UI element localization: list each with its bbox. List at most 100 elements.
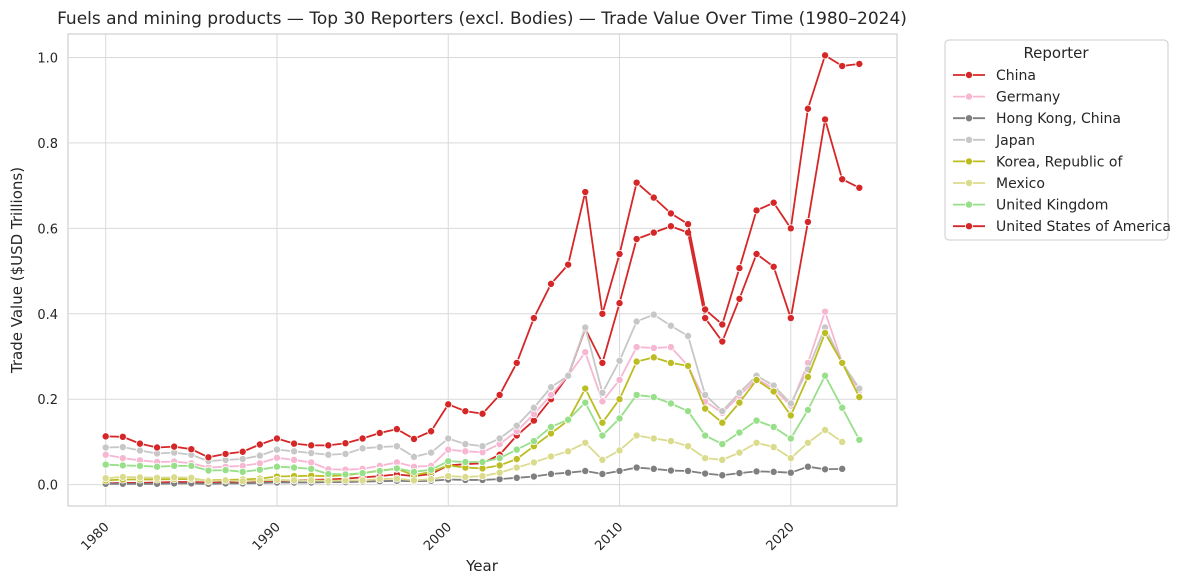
- data-point: [427, 465, 436, 474]
- y-tick-label: 0.4: [37, 308, 58, 323]
- data-point: [718, 455, 727, 464]
- data-point: [135, 446, 144, 455]
- data-point: [272, 445, 281, 454]
- x-axis-label: Year: [465, 557, 499, 575]
- data-point: [581, 348, 590, 357]
- data-point: [598, 455, 607, 464]
- data-point: [598, 469, 607, 478]
- legend-title: Reporter: [1023, 44, 1089, 62]
- data-point: [718, 418, 727, 427]
- data-point: [272, 462, 281, 471]
- legend-swatch-marker: [965, 157, 974, 166]
- data-point: [290, 455, 299, 464]
- legend-item: China: [953, 68, 1036, 84]
- data-point: [632, 178, 641, 187]
- series: [101, 310, 864, 466]
- data-point: [324, 469, 333, 478]
- data-point: [786, 434, 795, 443]
- data-point: [752, 467, 761, 476]
- data-point: [204, 477, 213, 486]
- y-tick-label: 0.2: [37, 393, 58, 408]
- data-point: [803, 373, 812, 382]
- data-point: [307, 449, 316, 458]
- data-point: [255, 476, 264, 485]
- legend-swatch-marker: [965, 200, 974, 209]
- data-point: [238, 447, 247, 456]
- data-point: [547, 279, 556, 288]
- data-point: [701, 314, 710, 323]
- data-point: [838, 437, 847, 446]
- legend-label: Hong Kong, China: [996, 111, 1121, 127]
- data-point: [512, 421, 521, 430]
- data-point: [769, 198, 778, 207]
- data-point: [101, 474, 110, 483]
- data-point: [358, 434, 367, 443]
- data-point: [392, 474, 401, 483]
- data-point: [221, 476, 230, 485]
- legend-swatch-marker: [965, 135, 974, 144]
- y-axis-label: Trade Value ($USD Trillions): [8, 167, 26, 374]
- data-point: [666, 466, 675, 475]
- data-point: [701, 469, 710, 478]
- series: [101, 371, 864, 479]
- data-point: [118, 432, 127, 441]
- data-point: [238, 455, 247, 464]
- data-point: [170, 442, 179, 451]
- data-point: [701, 431, 710, 440]
- data-point: [529, 403, 538, 412]
- data-point: [581, 323, 590, 332]
- data-point: [272, 453, 281, 462]
- data-point: [547, 452, 556, 461]
- data-point: [564, 415, 573, 424]
- data-point: [153, 473, 162, 482]
- data-point: [529, 437, 538, 446]
- y-tick-label: 1.0: [37, 51, 58, 66]
- data-point: [375, 428, 384, 437]
- data-point: [307, 441, 316, 450]
- legend-label: United States of America: [996, 219, 1171, 235]
- data-point: [461, 407, 470, 416]
- data-point: [495, 434, 504, 443]
- data-point: [855, 59, 864, 68]
- data-point: [324, 476, 333, 485]
- data-point: [838, 175, 847, 184]
- legend-swatch-marker: [965, 178, 974, 187]
- data-point: [444, 457, 453, 466]
- data-point: [684, 407, 693, 416]
- data-point: [581, 398, 590, 407]
- series: [101, 51, 864, 462]
- data-point: [101, 450, 110, 459]
- data-point: [632, 317, 641, 326]
- data-point: [187, 445, 196, 454]
- data-point: [769, 422, 778, 431]
- data-point: [803, 217, 812, 226]
- data-point: [495, 390, 504, 399]
- data-point: [684, 442, 693, 451]
- data-point: [221, 466, 230, 475]
- legend-label: Germany: [996, 90, 1060, 106]
- data-point: [238, 467, 247, 476]
- data-point: [409, 476, 418, 485]
- data-point: [632, 431, 641, 440]
- y-tick-label: 0.8: [37, 137, 58, 152]
- data-point: [786, 224, 795, 233]
- data-point: [855, 435, 864, 444]
- data-point: [547, 383, 556, 392]
- data-point: [632, 463, 641, 472]
- data-point: [153, 443, 162, 452]
- legend-label: United Kingdom: [996, 198, 1108, 214]
- data-point: [615, 249, 624, 258]
- legend-swatch-marker: [965, 71, 974, 80]
- legend-item: Mexico: [953, 176, 1045, 192]
- x-tick-label: 2010: [592, 520, 626, 554]
- data-point: [324, 441, 333, 450]
- chart-title: Fuels and mining products — Top 30 Repor…: [57, 9, 907, 29]
- data-point: [701, 390, 710, 399]
- data-point: [752, 416, 761, 425]
- data-point: [735, 469, 744, 478]
- data-point: [478, 472, 487, 481]
- data-point: [238, 477, 247, 486]
- data-point: [255, 465, 264, 474]
- series: [101, 425, 847, 486]
- data-point: [392, 425, 401, 434]
